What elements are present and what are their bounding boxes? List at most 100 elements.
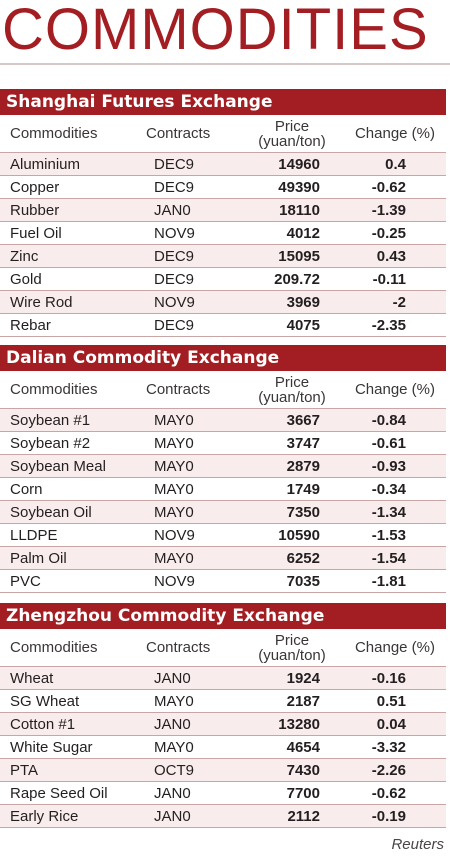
cell-commodity: Corn — [10, 480, 43, 498]
col-price: Price (yuan/ton) — [240, 633, 344, 663]
cell-change: -1.39 — [371, 201, 406, 219]
cell-commodity: Gold — [10, 270, 42, 288]
cell-price: 13280 — [278, 715, 320, 733]
table-row: Cotton #1 JAN0 13280 0.04 — [0, 713, 446, 736]
cell-contract: DEC9 — [154, 316, 195, 334]
cell-commodity: Soybean Meal — [10, 457, 106, 475]
table-row: Zinc DEC9 15095 0.43 — [0, 245, 446, 268]
cell-commodity: Soybean Oil — [10, 503, 92, 521]
cell-price: 6252 — [286, 549, 320, 567]
cell-contract: DEC9 — [154, 178, 195, 196]
table-row: Early Rice JAN0 2112 -0.19 — [0, 805, 446, 828]
section-header: Dalian Commodity Exchange — [0, 345, 446, 371]
cell-contract: NOV9 — [154, 293, 195, 311]
table-row: Soybean #2 MAY0 3747 -0.61 — [0, 432, 446, 455]
col-contracts: Contracts — [146, 381, 211, 398]
cell-commodity: Rubber — [10, 201, 60, 219]
cell-price: 4075 — [286, 316, 320, 334]
cell-price: 2879 — [286, 457, 320, 475]
cell-change: -0.62 — [371, 178, 406, 196]
cell-commodity: Palm Oil — [10, 549, 67, 567]
cell-change: -2.35 — [371, 316, 406, 334]
cell-change: -2.26 — [371, 761, 406, 779]
cell-change: -0.16 — [371, 669, 406, 687]
cell-commodity: SG Wheat — [10, 692, 80, 710]
cell-price: 14960 — [278, 155, 320, 173]
cell-change: -0.34 — [371, 480, 406, 498]
table-row: Wire Rod NOV9 3969 -2 — [0, 291, 446, 314]
col-price-unit: (yuan/ton) — [258, 646, 326, 664]
page-title: COMMODITIES — [2, 0, 429, 62]
col-change: Change (%) — [354, 125, 436, 142]
cell-price: 4654 — [286, 738, 320, 756]
cell-contract: NOV9 — [154, 224, 195, 242]
cell-commodity: White Sugar — [10, 738, 93, 756]
cell-contract: MAY0 — [154, 738, 194, 756]
section-header: Zhengzhou Commodity Exchange — [0, 603, 446, 629]
col-price-unit: (yuan/ton) — [258, 132, 326, 150]
cell-price: 1749 — [286, 480, 320, 498]
cell-change: -2 — [392, 293, 406, 311]
table-body: Aluminium DEC9 14960 0.4 Copper DEC9 49390 -0.6… — [0, 153, 446, 337]
cell-price: 7700 — [286, 784, 320, 802]
cell-price: 1924 — [286, 669, 320, 687]
table-body: Soybean #1 MAY0 3667 -0.84 Soybean #2 MAY0 374… — [0, 409, 446, 593]
cell-change: -0.61 — [371, 434, 406, 452]
cell-commodity: PTA — [10, 761, 39, 779]
section-header: Shanghai Futures Exchange — [0, 89, 446, 115]
table-row: SG Wheat MAY0 2187 0.51 — [0, 690, 446, 713]
col-price-label: Price — [274, 117, 310, 135]
cell-contract: DEC9 — [154, 247, 195, 265]
title-divider — [0, 63, 450, 65]
table-row: LLDPE NOV9 10590 -1.53 — [0, 524, 446, 547]
cell-contract: JAN0 — [154, 201, 191, 219]
cell-contract: MAY0 — [154, 434, 194, 452]
exchange-section: Zhengzhou Commodity Exchange Commodities C… — [0, 603, 446, 828]
cell-contract: DEC9 — [154, 270, 195, 288]
col-price: Price (yuan/ton) — [240, 119, 344, 149]
table-row: Rubber JAN0 18110 -1.39 — [0, 199, 446, 222]
cell-price: 7430 — [286, 761, 320, 779]
cell-price: 7035 — [286, 572, 320, 590]
cell-contract: NOV9 — [154, 526, 195, 544]
table-row: PVC NOV9 7035 -1.81 — [0, 570, 446, 593]
table-row: Gold DEC9 209.72 -0.11 — [0, 268, 446, 291]
cell-contract: MAY0 — [154, 457, 194, 475]
table-row: Palm Oil MAY0 6252 -1.54 — [0, 547, 446, 570]
table-row: Aluminium DEC9 14960 0.4 — [0, 153, 446, 176]
cell-change: -1.54 — [371, 549, 406, 567]
table-row: Fuel Oil NOV9 4012 -0.25 — [0, 222, 446, 245]
cell-change: 0.51 — [376, 692, 406, 710]
cell-commodity: Fuel Oil — [10, 224, 62, 242]
cell-price: 4012 — [286, 224, 320, 242]
table-row: Soybean Meal MAY0 2879 -0.93 — [0, 455, 446, 478]
cell-change: -3.32 — [371, 738, 406, 756]
cell-change: -0.11 — [372, 270, 406, 288]
table-row: White Sugar MAY0 4654 -3.32 — [0, 736, 446, 759]
cell-commodity: Copper — [10, 178, 60, 196]
cell-price: 2112 — [287, 807, 320, 825]
col-contracts: Contracts — [146, 639, 211, 656]
cell-price: 3969 — [286, 293, 320, 311]
table-row: PTA OCT9 7430 -2.26 — [0, 759, 446, 782]
table-row: Rebar DEC9 4075 -2.35 — [0, 314, 446, 337]
cell-contract: NOV9 — [154, 572, 195, 590]
cell-contract: DEC9 — [154, 155, 195, 173]
cell-commodity: Wheat — [10, 669, 54, 687]
col-commodities: Commodities — [10, 125, 98, 142]
cell-contract: MAY0 — [154, 692, 194, 710]
cell-commodity: LLDPE — [10, 526, 58, 544]
cell-contract: MAY0 — [154, 503, 194, 521]
cell-price: 3667 — [286, 411, 320, 429]
cell-contract: JAN0 — [154, 669, 191, 687]
col-change: Change (%) — [354, 639, 436, 656]
cell-price: 15095 — [278, 247, 320, 265]
col-commodities: Commodities — [10, 639, 98, 656]
cell-commodity: Wire Rod — [10, 293, 73, 311]
exchange-section: Dalian Commodity Exchange Commodities Cont… — [0, 345, 446, 593]
column-headers: Commodities Contracts Price (yuan/ton) Chang… — [0, 629, 446, 667]
exchange-section: Shanghai Futures Exchange Commodities Cont… — [0, 89, 446, 337]
col-price: Price (yuan/ton) — [240, 375, 344, 405]
cell-price: 49390 — [278, 178, 320, 196]
table-body: Wheat JAN0 1924 -0.16 SG Wheat MAY0 2187 0.51 Co… — [0, 667, 446, 828]
